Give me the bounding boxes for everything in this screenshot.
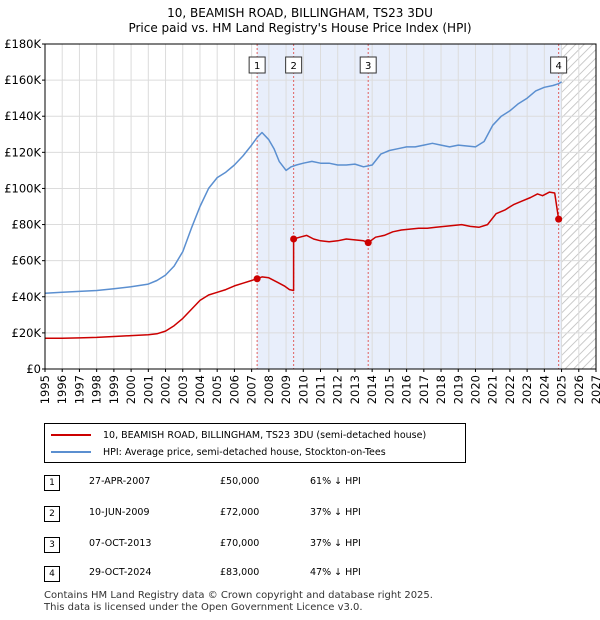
sale-marker-label: 1 xyxy=(254,61,260,72)
x-tick-label: 2003 xyxy=(176,375,190,404)
y-tick-label: £20K xyxy=(12,326,42,340)
x-tick-label: 2000 xyxy=(124,375,138,404)
ownership-band xyxy=(257,44,294,369)
footer-licence: This data is licensed under the Open Gov… xyxy=(44,602,363,613)
sale-marker-box xyxy=(248,56,266,74)
legend-item-property: 10, BEAMISH ROAD, BILLINGHAM, TS23 3DU (… xyxy=(51,427,426,443)
x-tick-label: 2014 xyxy=(365,375,379,404)
sale-marker-box xyxy=(359,56,377,74)
x-tick-label: 2010 xyxy=(296,375,310,404)
x-tick-label: 2007 xyxy=(245,375,259,404)
x-tick-label: 2020 xyxy=(468,375,482,404)
x-tick-label: 2023 xyxy=(520,375,534,404)
sale-row-1: 1 27-APR-2007 £50,000 61% ↓ HPI xyxy=(44,475,564,491)
sale-date: 29-OCT-2024 xyxy=(89,567,152,578)
x-tick-label: 2019 xyxy=(451,375,465,404)
y-tick-label: £40K xyxy=(12,290,42,304)
sale-point xyxy=(555,215,563,223)
y-tick-label: £120K xyxy=(4,145,41,159)
x-tick-label: 2017 xyxy=(417,375,431,404)
sale-marker-label: 2 xyxy=(290,61,296,72)
x-tick-label: 2012 xyxy=(331,375,345,404)
y-tick-label: £140K xyxy=(4,109,41,123)
series-line-property xyxy=(45,191,562,340)
x-tick-label: 2027 xyxy=(589,375,600,404)
ownership-band xyxy=(293,44,369,369)
series-line-hpi xyxy=(44,81,562,294)
x-tick-label: 2024 xyxy=(537,375,551,404)
sale-price: £83,000 xyxy=(220,567,260,578)
sale-marker-box xyxy=(285,56,303,74)
x-tick-label: 2011 xyxy=(314,375,328,404)
sale-number-badge: 1 xyxy=(44,475,60,491)
x-tick-label: 1997 xyxy=(72,375,86,404)
y-tick-label: £60K xyxy=(12,254,42,268)
sale-date: 10-JUN-2009 xyxy=(89,507,150,518)
x-tick-label: 1999 xyxy=(107,375,121,404)
y-tick-label: £0 xyxy=(26,362,41,376)
legend-item-hpi: HPI: Average price, semi-detached house,… xyxy=(51,444,386,460)
x-tick-label: 2006 xyxy=(227,375,241,404)
sale-point xyxy=(364,239,372,247)
sale-marker-label: 4 xyxy=(555,61,561,72)
sale-number-badge: 3 xyxy=(44,537,60,553)
legend-label-hpi: HPI: Average price, semi-detached house,… xyxy=(103,446,386,458)
sale-date: 07-OCT-2013 xyxy=(89,538,152,549)
sale-date: 27-APR-2007 xyxy=(89,476,151,487)
y-tick-label: £180K xyxy=(4,37,41,51)
x-tick-label: 2015 xyxy=(382,375,396,404)
x-tick-label: 2009 xyxy=(279,375,293,404)
x-tick-label: 2016 xyxy=(400,375,414,404)
sale-marker-box xyxy=(550,56,568,74)
sale-point xyxy=(290,235,298,243)
x-tick-label: 2002 xyxy=(159,375,173,404)
x-tick-label: 2021 xyxy=(486,375,500,404)
legend-swatch-property xyxy=(51,434,91,436)
x-tick-label: 2001 xyxy=(141,375,155,404)
sale-price: £70,000 xyxy=(220,538,260,549)
x-tick-label: 1996 xyxy=(55,375,69,404)
x-tick-label: 2026 xyxy=(572,375,586,404)
sale-row-3: 3 07-OCT-2013 £70,000 37% ↓ HPI xyxy=(44,537,564,553)
sale-row-2: 2 10-JUN-2009 £72,000 37% ↓ HPI xyxy=(44,506,564,522)
y-tick-label: £100K xyxy=(4,181,41,195)
x-tick-label: 2025 xyxy=(555,375,569,404)
chart-subtitle: Price paid vs. HM Land Registry's House … xyxy=(128,21,472,35)
sale-hpi-diff: 61% ↓ HPI xyxy=(310,476,361,487)
x-tick-label: 2005 xyxy=(210,375,224,404)
x-tick-label: 2008 xyxy=(262,375,276,404)
x-tick-label: 2013 xyxy=(348,375,362,404)
sale-hpi-diff: 37% ↓ HPI xyxy=(310,507,361,518)
sale-price: £72,000 xyxy=(220,507,260,518)
ownership-band xyxy=(368,44,559,369)
price-chart: 1 2 3 4 £0 £20K £40K £60K £80K £100K £120K £140K £1… xyxy=(4,37,600,404)
x-tick-label: 1998 xyxy=(90,375,104,404)
x-tick-label: 2022 xyxy=(503,375,517,404)
sale-price: £50,000 xyxy=(220,476,260,487)
sale-hpi-diff: 47% ↓ HPI xyxy=(310,567,361,578)
sale-marker-label: 3 xyxy=(365,61,371,72)
footer-copyright: Contains HM Land Registry data © Crown c… xyxy=(44,590,433,601)
sale-row-4: 4 29-OCT-2024 £83,000 47% ↓ HPI xyxy=(44,566,564,582)
x-tick-label: 2018 xyxy=(434,375,448,404)
sale-point xyxy=(253,275,261,283)
chart-title-address: 10, BEAMISH ROAD, BILLINGHAM, TS23 3DU xyxy=(167,6,433,20)
y-tick-label: £160K xyxy=(4,73,41,87)
sale-hpi-diff: 37% ↓ HPI xyxy=(310,538,361,549)
legend-swatch-hpi xyxy=(51,451,91,453)
sale-number-badge: 2 xyxy=(44,506,60,522)
sale-number-badge: 4 xyxy=(44,566,60,582)
x-tick-label: 2004 xyxy=(193,375,207,404)
x-tick-label: 1995 xyxy=(38,375,52,404)
chart-legend: 10, BEAMISH ROAD, BILLINGHAM, TS23 3DU (… xyxy=(44,423,466,463)
legend-label-property: 10, BEAMISH ROAD, BILLINGHAM, TS23 3DU (… xyxy=(103,429,427,441)
ownership-band xyxy=(558,44,562,369)
y-tick-label: £80K xyxy=(12,218,42,232)
